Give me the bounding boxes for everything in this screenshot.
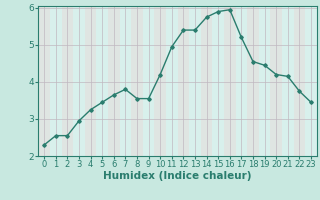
X-axis label: Humidex (Indice chaleur): Humidex (Indice chaleur) [103, 171, 252, 181]
Bar [294, 6, 305, 156]
Bar [131, 6, 143, 156]
Bar [108, 6, 120, 156]
Bar [270, 6, 282, 156]
Bar [224, 6, 236, 156]
Bar [85, 6, 96, 156]
Bar [62, 6, 73, 156]
Bar [201, 6, 212, 156]
Bar [38, 6, 50, 156]
Bar [247, 6, 259, 156]
Bar [155, 6, 166, 156]
Bar [178, 6, 189, 156]
